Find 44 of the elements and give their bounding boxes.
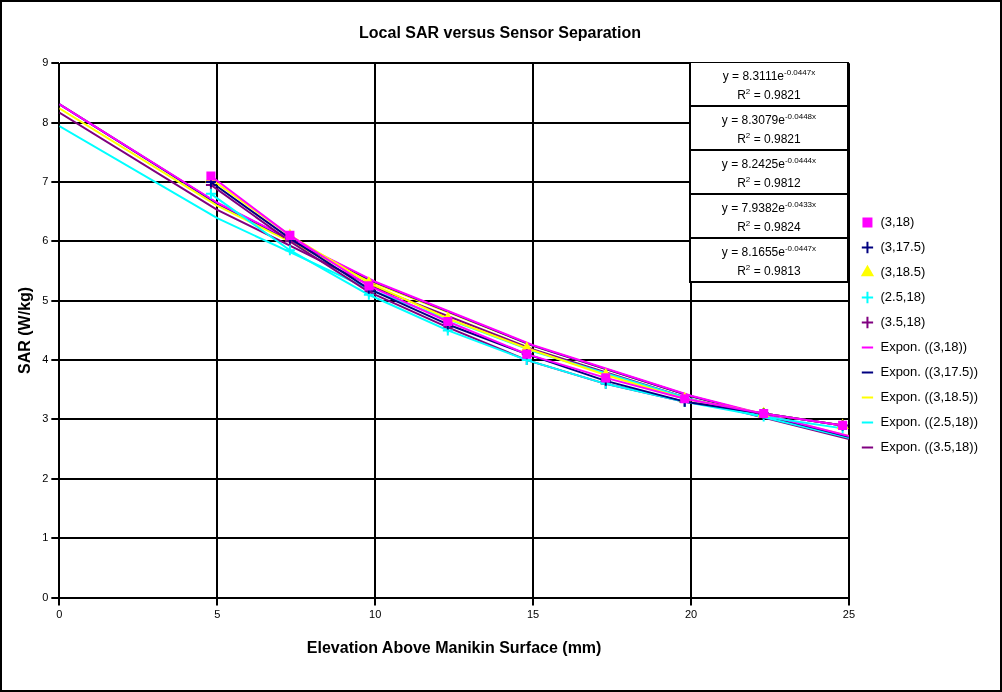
x-tick-label: 15: [526, 608, 540, 621]
text-box: y = 8.1655e$^{-0.0447x}$ R$^{2}$ = 0.9813: [688, 239, 849, 284]
annotation: R$^{2}$ = 0.9824: [736, 218, 802, 236]
text-box: y = 7.9382e$^{-0.0433x}$ R$^{2}$ = 0.9824: [688, 195, 849, 240]
legend-label: Expon. ((3,18)): [880, 339, 968, 355]
legend-label: (3,17.5): [880, 239, 926, 255]
legend-label: Expon. ((3,18.5)): [880, 389, 978, 405]
annotation: y = 8.1655e$^{-0.0447x}$: [720, 243, 818, 261]
legend-label: (2.5,18): [880, 289, 926, 305]
annotation: R$^{2}$ = 0.9821: [736, 86, 802, 104]
y-tick-label: 4: [42, 353, 49, 366]
legend-label: Expon. ((3,17.5)): [880, 364, 978, 380]
annotation: R$^{2}$ = 0.9813: [736, 262, 802, 280]
annotation: y = 8.3111e$^{-0.0447x}$: [721, 67, 817, 85]
annotation: R$^{2}$ = 0.9812: [736, 174, 802, 192]
legend-label: Expon. ((3.5,18)): [880, 439, 978, 455]
annotation: y = 7.9382e$^{-0.0433x}$: [720, 199, 818, 217]
legend-label: (3,18): [880, 214, 915, 230]
x-tick-label: 25: [842, 608, 856, 621]
y-tick-label: 2: [42, 471, 49, 484]
legend-label: (3,18.5): [880, 264, 926, 280]
y-tick-label: 7: [42, 174, 49, 187]
annotation: R$^{2}$ = 0.9821: [736, 130, 802, 148]
legend-label: (3.5,18): [880, 314, 926, 330]
annotation: y = 8.2425e$^{-0.0444x}$: [720, 155, 818, 173]
y-tick-label: 6: [42, 234, 49, 247]
text-box: y = 8.3079e$^{-0.0448x}$ R$^{2}$ = 0.9821: [688, 107, 849, 152]
text-box: y = 8.3111e$^{-0.0447x}$ R$^{2}$ = 0.9821: [688, 63, 849, 108]
chart-title: Local SAR versus Sensor Separation: [359, 24, 641, 42]
annotation: y = 8.3079e$^{-0.0448x}$: [720, 111, 818, 129]
y-axis-title: SAR (W/kg): [16, 286, 34, 374]
y-tick-label: 0: [42, 590, 49, 603]
x-tick-label: 5: [214, 608, 221, 621]
y-tick-label: 9: [42, 56, 49, 69]
x-tick-label: 10: [369, 608, 382, 621]
x-tick-label: 20: [684, 608, 698, 621]
x-axis-title: Elevation Above Manikin Surface (mm): [306, 638, 602, 656]
y-tick-label: 1: [42, 531, 49, 544]
y-tick-label: 5: [42, 293, 49, 306]
legend-label: Expon. ((2.5,18)): [880, 414, 978, 430]
y-tick-label: 8: [42, 115, 49, 128]
x-tick-label: 0: [56, 608, 63, 621]
y-tick-label: 3: [42, 412, 49, 425]
text-box: y = 8.2425e$^{-0.0444x}$ R$^{2}$ = 0.9812: [688, 151, 849, 196]
